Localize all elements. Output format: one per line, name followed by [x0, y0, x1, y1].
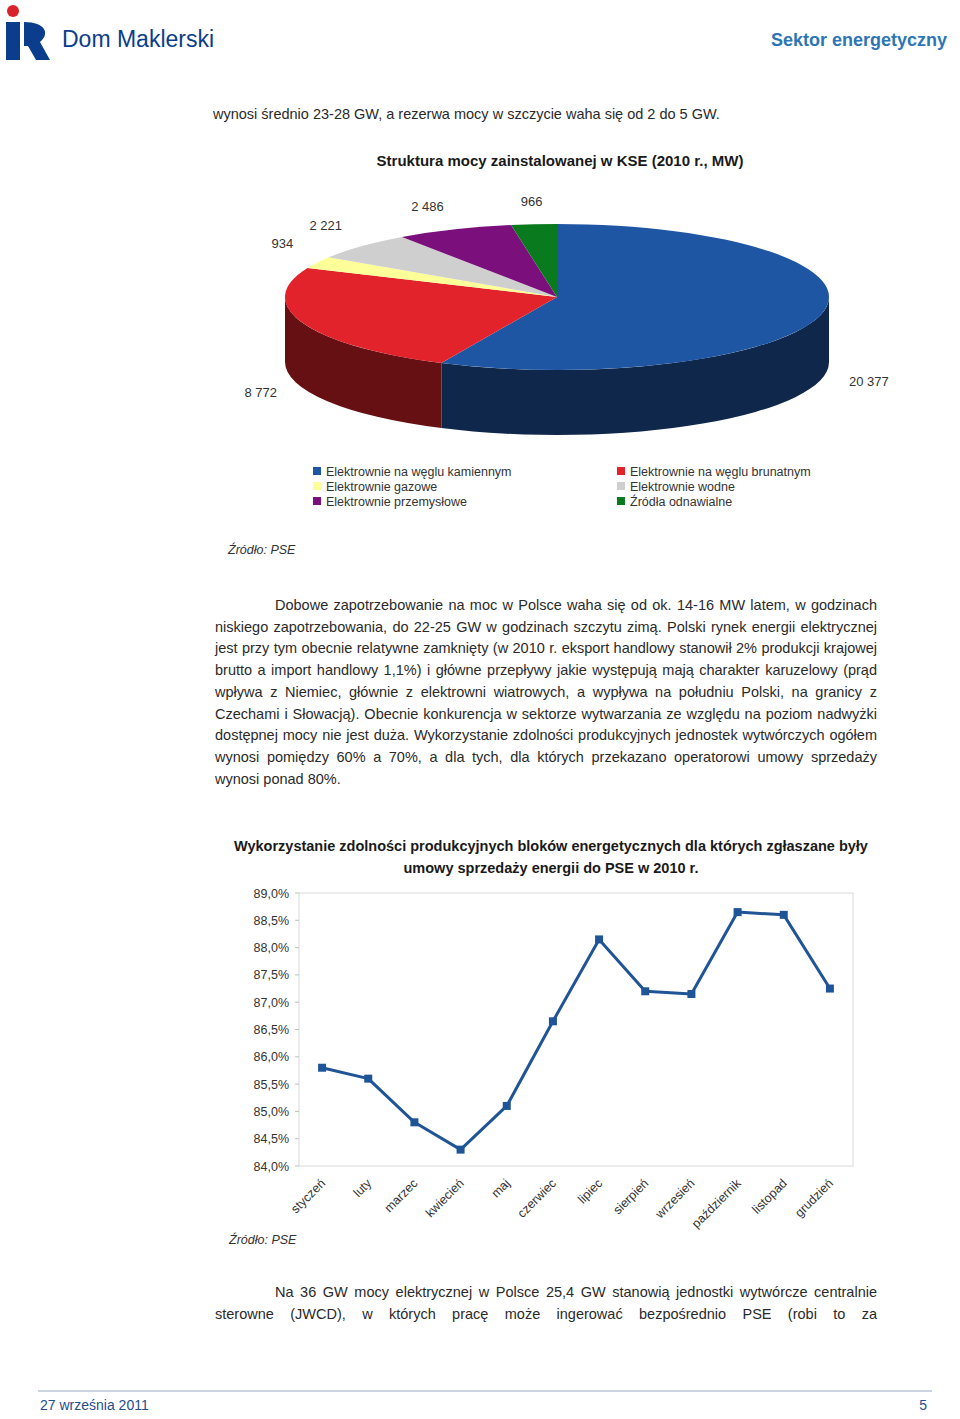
logo — [6, 5, 50, 60]
marker — [826, 985, 834, 993]
section-title: Sektor energetyczny — [771, 30, 947, 51]
data-label: 966 — [521, 194, 543, 209]
tick — [295, 1084, 299, 1085]
legend-swatch — [617, 467, 625, 475]
marker — [595, 935, 603, 943]
paragraph: Na 36 GW mocy elektrycznej w Polsce 25,4… — [215, 1282, 877, 1325]
tick-label: wrzesień — [652, 1176, 698, 1222]
marker — [734, 908, 742, 916]
tick-label: 84,0% — [254, 1160, 289, 1174]
tick — [295, 1138, 299, 1139]
paragraph: Dobowe zapotrzebowanie na moc w Polsce w… — [215, 595, 877, 790]
data-label: 2 221 — [309, 218, 342, 233]
tick-label: 85,5% — [254, 1078, 289, 1092]
marker — [457, 1146, 465, 1154]
chart-title: Wykorzystanie zdolności produkcyjnych bl… — [221, 835, 881, 879]
tick-label: 88,5% — [254, 914, 289, 928]
data-label: 934 — [272, 236, 294, 251]
page-number: 5 — [919, 1397, 927, 1413]
plot-frame — [299, 893, 853, 1166]
tick-label: grudzień — [792, 1176, 836, 1220]
tick-label: lipiec — [575, 1176, 605, 1206]
legend: Elektrownie na węglu kamiennymElektrowni… — [313, 465, 811, 509]
brand-name: Dom Maklerski — [62, 26, 214, 53]
logo-shape — [6, 22, 20, 60]
tick-label: 84,5% — [254, 1132, 289, 1146]
tick-label: 86,0% — [254, 1050, 289, 1064]
tick — [295, 893, 299, 894]
tick — [295, 974, 299, 975]
legend-swatch — [617, 482, 625, 490]
tick-label: październik — [689, 1176, 744, 1231]
tick — [295, 1056, 299, 1057]
legend-label: Elektrownie wodne — [630, 480, 735, 494]
legend-swatch — [313, 467, 321, 475]
legend-label: Elektrownie gazowe — [326, 480, 437, 494]
tick-label: maj — [489, 1176, 513, 1200]
legend-label: Elektrownie na węglu brunatnym — [630, 465, 811, 479]
tick — [295, 1029, 299, 1030]
tick-label: 88,0% — [254, 941, 289, 955]
data-label: 8 772 — [245, 385, 278, 400]
marker — [364, 1075, 372, 1083]
legend-swatch — [313, 482, 321, 490]
source: Źródło: PSE — [228, 543, 295, 557]
line-series — [318, 908, 834, 1154]
tick-label: sierpień — [611, 1176, 652, 1217]
chart-title: Struktura mocy zainstalowanej w KSE (201… — [300, 152, 820, 169]
logo-shape — [24, 22, 50, 60]
tick — [295, 1111, 299, 1112]
tick — [295, 920, 299, 921]
marker — [410, 1118, 418, 1126]
legend-label: Elektrownie przemysłowe — [326, 495, 467, 509]
tick-label: 87,0% — [254, 996, 289, 1010]
marker — [318, 1064, 326, 1072]
tick-label: 89,0% — [254, 887, 289, 901]
paragraph: wynosi średnio 23-28 GW, a rezerwa mocy … — [213, 104, 913, 126]
data-label: 20 377 — [849, 374, 889, 389]
tick-label: czerwiec — [515, 1176, 559, 1220]
marker — [549, 1017, 557, 1025]
legend-swatch — [313, 497, 321, 505]
legend-label: Elektrownie na węglu kamiennym — [326, 465, 512, 479]
logo-dot — [7, 5, 19, 17]
footer-date: 27 września 2011 — [40, 1397, 149, 1413]
pie-slice — [511, 224, 557, 297]
tick — [295, 947, 299, 948]
marker — [641, 987, 649, 995]
legend-swatch — [617, 497, 625, 505]
tick-label: 87,5% — [254, 968, 289, 982]
data-label: 2 486 — [411, 199, 444, 214]
marker — [687, 990, 695, 998]
tick-label: styczeń — [288, 1176, 328, 1216]
tick-label: marzec — [382, 1176, 421, 1215]
footer-rule — [38, 1391, 932, 1392]
marker — [780, 911, 788, 919]
tick-label: luty — [351, 1176, 375, 1200]
legend-label: Źródła odnawialne — [630, 494, 732, 509]
tick — [295, 1166, 299, 1167]
tick — [295, 1002, 299, 1003]
tick-label: kwiecień — [423, 1176, 467, 1220]
marker — [503, 1102, 511, 1110]
line — [322, 912, 830, 1150]
tick-label: 85,0% — [254, 1105, 289, 1119]
tick-label: 86,5% — [254, 1023, 289, 1037]
pie — [285, 224, 829, 435]
tick-label: listopad — [749, 1176, 789, 1216]
source: Źródło: PSE — [229, 1233, 296, 1247]
